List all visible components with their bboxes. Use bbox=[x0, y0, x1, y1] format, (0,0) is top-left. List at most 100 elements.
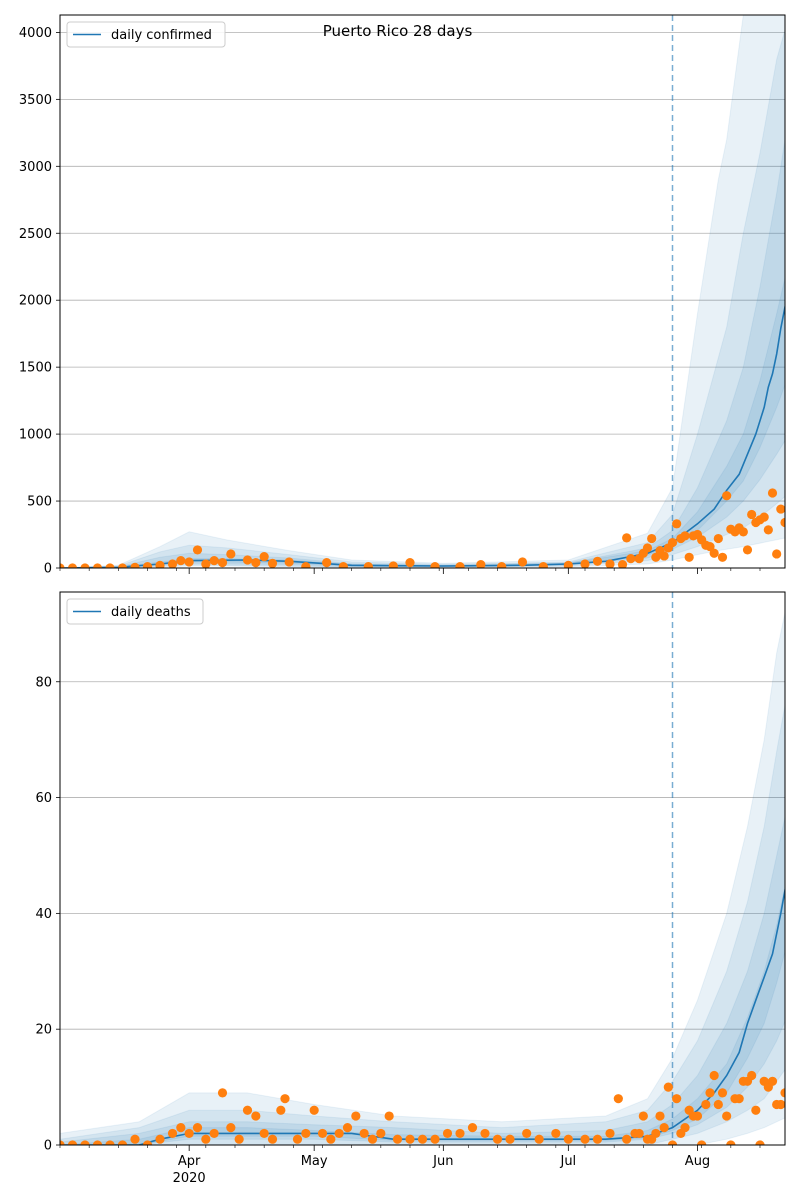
observed-point bbox=[130, 562, 140, 568]
observed-point bbox=[376, 1128, 386, 1139]
y-tick-label: 2000 bbox=[19, 294, 52, 309]
observed-point bbox=[647, 533, 657, 544]
y-tick-label: 1500 bbox=[19, 361, 52, 376]
observed-point bbox=[105, 563, 115, 568]
uncertainty-band bbox=[60, 275, 785, 568]
observed-point bbox=[684, 552, 694, 562]
observed-point bbox=[734, 1094, 744, 1104]
observed-point bbox=[155, 1134, 165, 1144]
observed-point bbox=[726, 1140, 736, 1145]
observed-point bbox=[309, 1105, 319, 1115]
y-tick-label: 80 bbox=[35, 675, 52, 690]
observed-point bbox=[60, 1140, 65, 1145]
observed-point bbox=[405, 558, 415, 568]
legend-frame bbox=[66, 598, 204, 625]
observed-point bbox=[626, 554, 636, 564]
y-tick-label: 60 bbox=[35, 791, 52, 806]
observed-point bbox=[655, 1111, 665, 1121]
observed-point bbox=[680, 1123, 690, 1133]
observed-point bbox=[92, 563, 103, 568]
observed-point bbox=[672, 1094, 682, 1104]
observed-point bbox=[622, 533, 632, 543]
observed-point bbox=[284, 557, 294, 567]
observed-point bbox=[709, 548, 719, 558]
plot-area-0 bbox=[60, 15, 785, 568]
observed-point bbox=[747, 509, 757, 520]
y-tick-label: 4000 bbox=[19, 26, 52, 41]
x-tick-label: May bbox=[301, 1154, 328, 1169]
observed-point bbox=[563, 560, 573, 568]
observed-point bbox=[767, 488, 778, 498]
observed-point bbox=[759, 512, 769, 522]
observed-point bbox=[705, 541, 715, 552]
y-tick-label: 40 bbox=[35, 907, 52, 922]
observed-point bbox=[192, 1123, 203, 1133]
observed-point bbox=[201, 1134, 211, 1144]
observed-point bbox=[251, 1111, 261, 1121]
observed-point bbox=[717, 1088, 728, 1098]
observed-point bbox=[667, 1140, 678, 1145]
observed-point bbox=[342, 1123, 353, 1133]
uncertainty-band bbox=[60, 15, 785, 568]
uncertainty-band bbox=[60, 609, 785, 1145]
observed-point bbox=[751, 1105, 761, 1115]
observed-point bbox=[605, 559, 615, 568]
x-tick-label: Aug bbox=[685, 1154, 710, 1169]
observed-point bbox=[167, 1128, 178, 1139]
observed-point bbox=[226, 549, 236, 559]
observed-point bbox=[351, 1111, 361, 1121]
x-tick-label: Apr bbox=[178, 1154, 201, 1169]
y-tick-label: 0 bbox=[44, 1139, 52, 1154]
observed-point bbox=[651, 552, 661, 562]
observed-point bbox=[155, 560, 165, 568]
observed-point bbox=[722, 1111, 732, 1121]
observed-point bbox=[738, 527, 748, 537]
observed-point bbox=[580, 559, 590, 568]
x-year-label: 2020 bbox=[173, 1171, 206, 1186]
observed-point bbox=[742, 545, 753, 555]
legend-label: daily confirmed bbox=[111, 28, 212, 43]
observed-point bbox=[476, 560, 486, 568]
observed-point bbox=[80, 563, 90, 568]
observed-point bbox=[455, 1128, 465, 1139]
y-tick-label: 1000 bbox=[19, 428, 52, 443]
observed-point bbox=[747, 1070, 757, 1081]
observed-point bbox=[667, 537, 678, 548]
observed-point bbox=[259, 1128, 269, 1139]
observed-point bbox=[105, 1140, 115, 1145]
chart-title: Puerto Rico 28 days bbox=[323, 22, 473, 40]
observed-point bbox=[430, 1134, 440, 1144]
observed-point bbox=[192, 545, 203, 555]
observed-point bbox=[142, 562, 153, 568]
observed-point bbox=[709, 1070, 719, 1081]
x-tick-label: Jul bbox=[559, 1154, 576, 1169]
axes-frame bbox=[59, 14, 786, 569]
observed-point bbox=[776, 1099, 785, 1110]
observed-point bbox=[292, 1134, 303, 1144]
observed-point bbox=[217, 558, 228, 568]
observed-point bbox=[80, 1140, 90, 1145]
observed-point bbox=[184, 1128, 194, 1139]
observed-point bbox=[680, 531, 690, 541]
legend: daily deaths bbox=[66, 598, 204, 625]
observed-point bbox=[242, 1105, 253, 1115]
uncertainty-band bbox=[60, 28, 785, 568]
observed-point bbox=[697, 1140, 707, 1145]
observed-point bbox=[617, 560, 628, 568]
observed-point bbox=[130, 1134, 140, 1144]
observed-point bbox=[259, 552, 269, 562]
legend-frame bbox=[66, 21, 226, 48]
observed-point bbox=[359, 1128, 369, 1139]
median-series-line bbox=[60, 886, 785, 1145]
observed-point bbox=[701, 1099, 711, 1110]
observed-point bbox=[280, 1094, 290, 1104]
observed-point bbox=[217, 1088, 228, 1098]
observed-point bbox=[642, 543, 653, 553]
observed-point bbox=[592, 1134, 603, 1144]
observed-point bbox=[60, 563, 65, 568]
plot-area-1 bbox=[60, 592, 785, 1145]
observed-point bbox=[622, 1134, 632, 1144]
observed-point bbox=[613, 1094, 623, 1104]
observed-point bbox=[117, 563, 128, 568]
